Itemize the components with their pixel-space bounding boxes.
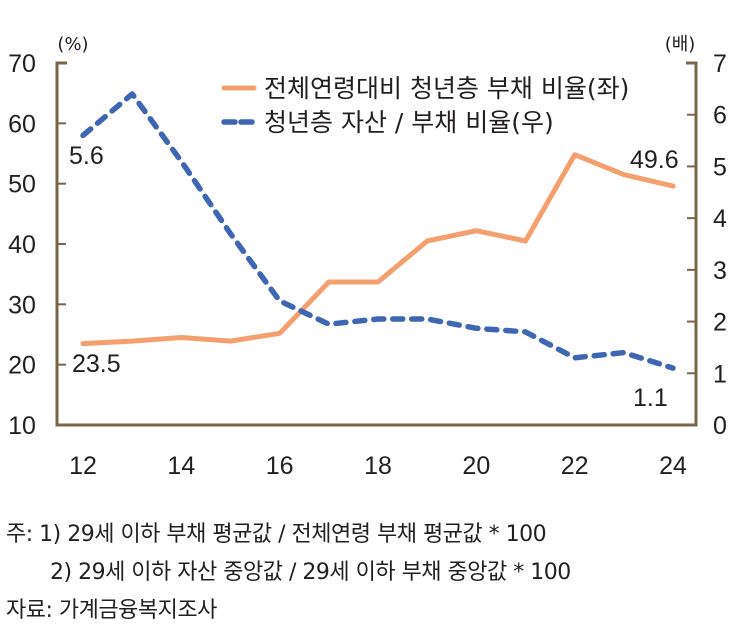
- x-axis-tick-label: 14: [167, 452, 195, 480]
- right-axis-tick-label: 2: [713, 309, 727, 337]
- right-axis-tick-label: 0: [713, 412, 727, 440]
- right-axis-tick-label: 5: [713, 153, 727, 181]
- plot-frame: [55, 61, 698, 427]
- left-axis-tick-label: 40: [8, 231, 36, 259]
- x-axis-tick-label: 24: [659, 452, 687, 480]
- right-axis-tick-label: 3: [713, 257, 727, 285]
- left-axis-tick-label: 50: [8, 171, 36, 199]
- right-axis-unit: (배): [665, 34, 696, 55]
- left-axis-tick-label: 20: [8, 352, 36, 380]
- left-axis-tick-label: 30: [8, 291, 36, 319]
- right-axis-tick-label: 7: [713, 50, 727, 78]
- right-axis-tick-label: 6: [713, 102, 727, 130]
- source-note: 자료: 가계금융복지조사: [6, 598, 217, 623]
- x-axis-tick-label: 16: [266, 452, 294, 480]
- note-1: 주: 1) 29세 이하 부채 평균값 / 전체연령 부채 평균값 * 100: [6, 522, 547, 547]
- left-axis-unit: (%): [57, 34, 88, 55]
- left-axis-tick-label: 10: [8, 412, 36, 440]
- note-2: 2) 29세 이하 자산 중앙값 / 29세 이하 부채 중앙값 * 100: [50, 560, 571, 585]
- legend-label-asset-debt-ratio: 청년층 자산 / 부채 비율(우): [264, 108, 554, 137]
- series-line-debt-ratio: [80, 152, 676, 347]
- legend-label-debt-ratio: 전체연령대비 청년층 부채 비율(좌): [264, 74, 629, 103]
- x-axis-tick-label: 22: [561, 452, 589, 480]
- x-axis-tick-label: 12: [69, 452, 97, 480]
- x-axis-tick-label: 18: [364, 452, 392, 480]
- right-axis-tick-label: 1: [713, 360, 727, 388]
- data-label-asset-debt-last: 1.1: [633, 384, 668, 412]
- footnotes: 주: 1) 29세 이하 부채 평균값 / 전체연령 부채 평균값 * 100 …: [6, 516, 571, 630]
- data-label-debt-ratio-first: 23.5: [72, 350, 121, 378]
- x-axis-tick-label: 20: [462, 452, 490, 480]
- left-axis-tick-label: 60: [8, 110, 36, 138]
- right-axis-tick-label: 4: [713, 205, 727, 233]
- series-line-asset-debt-ratio: [80, 91, 676, 371]
- left-axis-tick-label: 70: [8, 50, 36, 78]
- data-label-debt-ratio-last: 49.6: [630, 146, 679, 174]
- data-label-asset-debt-first: 5.6: [69, 142, 104, 170]
